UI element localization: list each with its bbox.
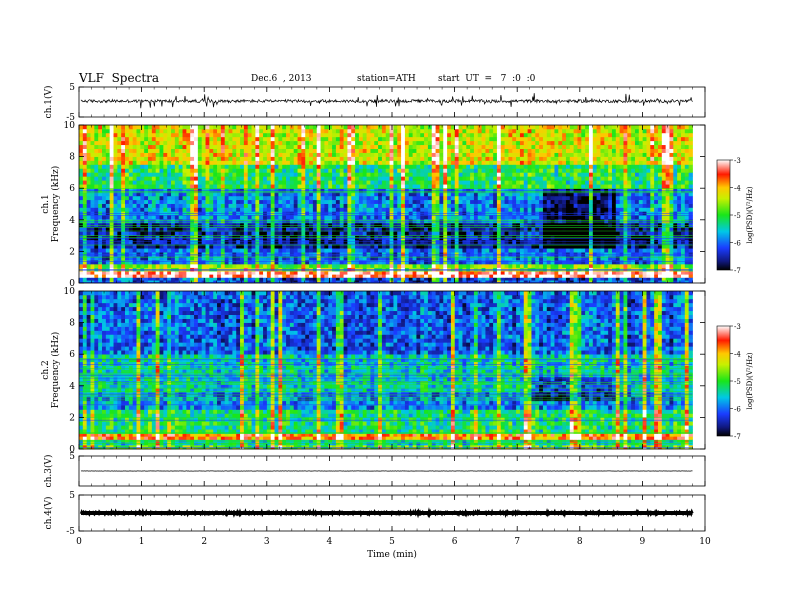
station-label: station=ATH xyxy=(357,74,416,84)
ch1-spectrogram-channel-label: ch.1 xyxy=(41,194,51,213)
x-tick-label: 1 xyxy=(139,537,145,547)
x-tick-label: 2 xyxy=(201,537,207,547)
x-tick-label: 7 xyxy=(514,537,520,547)
colorbar-tick-label: -6 xyxy=(734,240,741,248)
x-tick-label: 0 xyxy=(76,537,82,547)
colorbar-tick-label: -3 xyxy=(734,323,741,331)
ch2-spectrogram-colorbar-label: log(PSD)(V²/Hz) xyxy=(746,352,754,409)
colorbar-tick-label: -4 xyxy=(734,185,741,193)
x-tick-label: 5 xyxy=(389,537,395,547)
y-tick-label: 10 xyxy=(64,287,76,297)
x-axis-label: Time (min) xyxy=(367,549,417,560)
y-tick-label: 5 xyxy=(69,491,75,501)
ch1-waveform-ylabel: ch.1(V) xyxy=(43,86,54,119)
colorbar-tick-label: -5 xyxy=(734,378,741,386)
y-tick-label: 0 xyxy=(69,445,75,455)
y-tick-label: 5 xyxy=(69,83,75,93)
ch2-spectrogram-image xyxy=(79,291,693,450)
ch3-waveform-ylabel: ch.3(V) xyxy=(43,455,54,488)
colorbar-tick-label: -6 xyxy=(734,406,741,414)
ch4-waveform-panel: -5 5 ch.4(V) 0 1 2 3 4 5 6 7 8 9 10 xyxy=(43,491,711,547)
colorbar-tick-label: -7 xyxy=(734,267,741,275)
y-tick-label: 6 xyxy=(69,184,75,194)
y-tick-label: 10 xyxy=(64,121,76,131)
y-tick-label: 8 xyxy=(69,319,75,329)
ch1-waveform-trace xyxy=(80,93,693,109)
y-tick-label: -5 xyxy=(66,113,75,123)
x-tick-label: 10 xyxy=(699,537,711,547)
colorbar-tick-label: -4 xyxy=(734,351,741,359)
y-tick-label: 0 xyxy=(69,279,75,289)
ch2-spectrogram-colorbar xyxy=(716,325,731,437)
ch1-spectrogram-image xyxy=(79,125,693,284)
ch1-spectrogram-ylabel: Frequency (kHz) xyxy=(50,166,61,243)
x-tick-label: 4 xyxy=(327,537,333,547)
x-tick-label: 3 xyxy=(264,537,270,547)
y-tick-label: 4 xyxy=(69,216,75,226)
y-tick-label: 2 xyxy=(69,247,75,257)
start-time-label: start UT = 7 :0 :0 xyxy=(438,74,536,84)
x-tick-label: 9 xyxy=(640,537,646,547)
colorbar-tick-label: -5 xyxy=(734,212,741,220)
y-tick-label: -5 xyxy=(66,527,75,537)
x-tick-label: 6 xyxy=(452,537,458,547)
colorbar-tick-label: -3 xyxy=(734,157,741,165)
ch1-waveform-panel: -5 5 ch.1(V) xyxy=(43,83,706,123)
colorbar-tick-label: -7 xyxy=(734,433,741,441)
ch4-waveform-ylabel: ch.4(V) xyxy=(43,497,54,530)
ch2-spectrogram-channel-label: ch.2 xyxy=(41,360,51,379)
ch1-spectrogram-panel: 0 2 4 6 8 10 ch.1 Frequency (kHz) -3 -4 -5 -6 -7 log(… xyxy=(41,121,754,289)
figure-title: VLF Spectra xyxy=(79,71,160,85)
ch2-spectrogram-panel: 0 2 4 6 8 10 ch.2 Frequency (kHz) -3 -4 -5 -6 -7 log(… xyxy=(41,287,754,455)
date-label: Dec.6 , 2013 xyxy=(251,74,312,84)
ch2-spectrogram-ylabel: Frequency (kHz) xyxy=(50,332,61,409)
y-tick-label: 5 xyxy=(69,452,75,462)
ch3-waveform-panel: 5 ch.3(V) xyxy=(43,452,706,488)
y-tick-label: 6 xyxy=(69,350,75,360)
ch1-spectrogram-colorbar-label: log(PSD)(V²/Hz) xyxy=(746,186,754,243)
ch1-spectrogram-colorbar xyxy=(716,159,731,271)
x-tick-label: 8 xyxy=(577,537,583,547)
y-tick-label: 4 xyxy=(69,382,75,392)
y-tick-label: 8 xyxy=(69,153,75,163)
y-tick-label: 2 xyxy=(69,413,75,423)
